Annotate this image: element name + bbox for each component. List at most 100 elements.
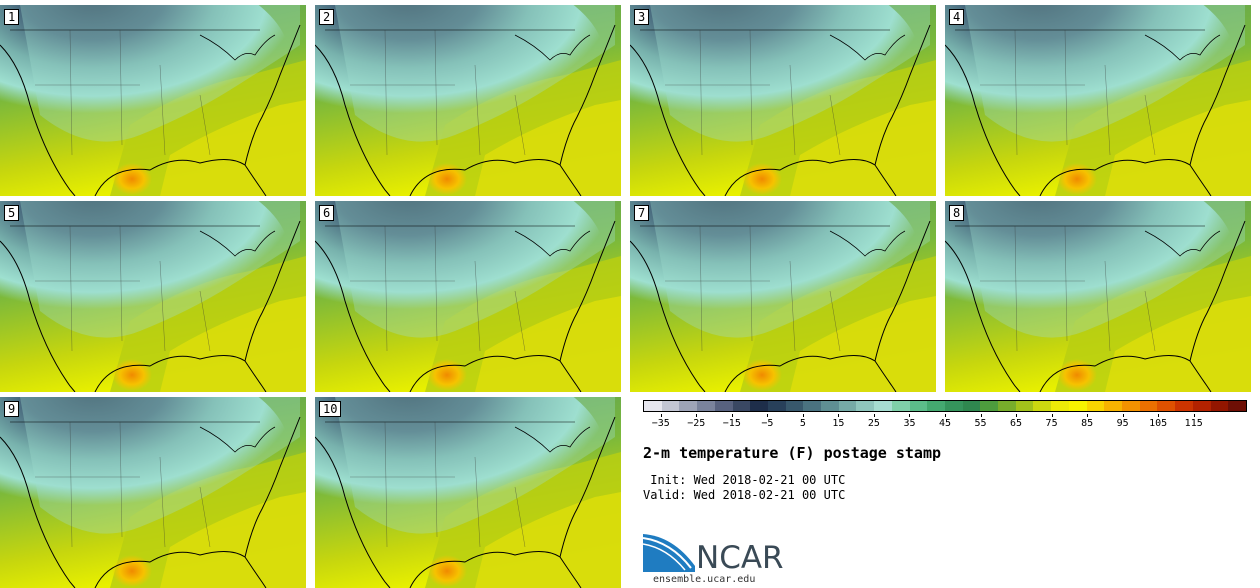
colorbar-tick-mark (802, 414, 804, 417)
temperature-map (0, 397, 306, 588)
colorbar-tick-label: −25 (687, 418, 706, 429)
colorbar-cell (1015, 401, 1034, 411)
colorbar-cell (1210, 401, 1229, 411)
ncar-logo-icon (643, 534, 695, 572)
colorbar-cell (944, 401, 963, 411)
colorbar-tick-mark (1158, 414, 1160, 417)
member-number: 9 (4, 401, 20, 417)
colorbar-cell (962, 401, 981, 411)
member-number: 3 (634, 9, 650, 25)
colorbar-tick-mark (696, 414, 698, 417)
member-number: 1 (4, 9, 20, 25)
stamp-panel: 7 (630, 201, 936, 392)
colorbar-cell (1086, 401, 1105, 411)
colorbar-tick-mark (873, 414, 875, 417)
colorbar-tick-mark (909, 414, 911, 417)
member-number: 2 (319, 9, 335, 25)
colorbar-tick-label: 55 (974, 418, 987, 429)
colorbar-tick-mark (660, 414, 662, 417)
colorbar-cell (1139, 401, 1158, 411)
colorbar-cell (785, 401, 804, 411)
colorbar-tick-label: 95 (1116, 418, 1129, 429)
colorbar-tick-label: −35 (651, 418, 670, 429)
init-time: Init: Wed 2018-02-21 00 UTC (643, 473, 846, 487)
colorbar (643, 400, 1247, 412)
colorbar-tick-label: 15 (832, 418, 845, 429)
stamp-panel: 5 (0, 201, 306, 392)
stamp-panel: 9 (0, 397, 306, 588)
colorbar-cell (697, 401, 715, 411)
logo-wordmark: NCAR (696, 540, 784, 576)
temperature-map (945, 201, 1251, 392)
stamp-panel: 1 (0, 5, 306, 196)
colorbar-tick-label: −15 (722, 418, 741, 429)
colorbar-cell (927, 401, 945, 411)
figure-title: 2-m temperature (F) postage stamp (643, 444, 942, 462)
colorbar-cell (909, 401, 928, 411)
colorbar-cell (891, 401, 910, 411)
colorbar-tick-mark (1193, 414, 1195, 417)
colorbar-tick-mark (767, 414, 769, 417)
colorbar-tick-label: 115 (1184, 418, 1203, 429)
temperature-map (315, 5, 621, 196)
colorbar-cell (998, 401, 1016, 411)
member-number: 10 (319, 401, 342, 417)
colorbar-cell (821, 401, 839, 411)
colorbar-cell (856, 401, 875, 411)
colorbar-tick-label: 85 (1081, 418, 1094, 429)
colorbar-cell (750, 401, 768, 411)
stamp-panel: 2 (315, 5, 621, 196)
member-number: 8 (949, 205, 965, 221)
source-url: ensemble.ucar.edu (653, 574, 756, 585)
colorbar-cell (838, 401, 857, 411)
temperature-map (315, 397, 621, 588)
member-number: 4 (949, 9, 965, 25)
valid-time: Valid: Wed 2018-02-21 00 UTC (643, 488, 846, 502)
colorbar-cell (1068, 401, 1087, 411)
stamp-panel: 3 (630, 5, 936, 196)
colorbar-tick-mark (838, 414, 840, 417)
colorbar-cell (1033, 401, 1052, 411)
colorbar-cell (1175, 401, 1193, 411)
colorbar-cell (679, 401, 698, 411)
colorbar-cell (644, 401, 662, 411)
colorbar-cell (803, 401, 822, 411)
colorbar-tick-mark (1087, 414, 1089, 417)
colorbar-cell (1192, 401, 1211, 411)
colorbar-tick-label: 45 (938, 418, 952, 429)
temperature-map (630, 5, 936, 196)
colorbar-tick-label: 75 (1045, 418, 1058, 429)
colorbar-cell (1157, 401, 1176, 411)
member-number: 5 (4, 205, 20, 221)
temperature-map (630, 201, 936, 392)
colorbar-cell (1121, 401, 1140, 411)
colorbar-tick-mark (945, 414, 946, 417)
colorbar-tick-label: 35 (903, 418, 916, 429)
colorbar-tick-label: 105 (1149, 418, 1168, 429)
colorbar-cell (767, 401, 786, 411)
colorbar-ticks: −35 −25 −15 −5 5 15 25 35 45 55 65 75 85 95 105 115 (643, 414, 1247, 430)
stamp-panel: 4 (945, 5, 1251, 196)
colorbar-tick-mark (1122, 414, 1124, 417)
colorbar-cell (980, 401, 999, 411)
colorbar-tick-mark (1016, 414, 1018, 417)
colorbar-tick-mark (980, 414, 982, 417)
member-number: 7 (634, 205, 650, 221)
colorbar-tick-label: 25 (867, 418, 880, 429)
colorbar-cell (661, 401, 680, 411)
stamp-panel: 8 (945, 201, 1251, 392)
member-number: 6 (319, 205, 335, 221)
colorbar-cell (874, 401, 892, 411)
temperature-map (315, 201, 621, 392)
colorbar-tick-label: 5 (799, 418, 806, 429)
colorbar-cell (1228, 401, 1246, 411)
stamp-panel: 10 (315, 397, 621, 588)
colorbar-tick-mark (1051, 414, 1053, 417)
stamp-panel: 6 (315, 201, 621, 392)
colorbar-cell (732, 401, 751, 411)
temperature-map (945, 5, 1251, 196)
temperature-map (0, 201, 306, 392)
colorbar-tick-label: 65 (1010, 418, 1023, 429)
colorbar-tick-label: −5 (761, 418, 774, 429)
temperature-map (0, 5, 306, 196)
